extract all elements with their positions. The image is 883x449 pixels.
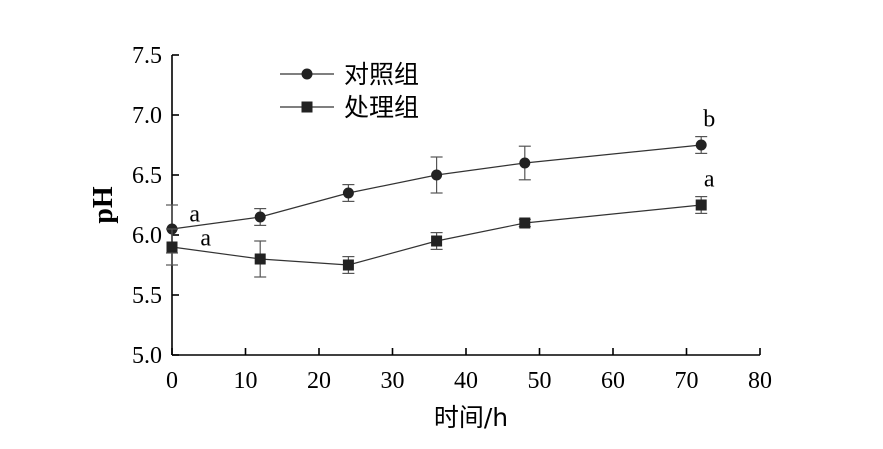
legend-marker — [301, 68, 313, 80]
y-tick-label: 5.0 — [132, 343, 162, 369]
legend-marker — [301, 101, 313, 113]
legend-label: 对照组 — [344, 60, 419, 89]
significance-label: a — [704, 167, 715, 193]
data-point — [342, 187, 354, 199]
series-layer — [166, 136, 708, 278]
x-ticks: 0 10 20 30 40 50 60 70 80 — [166, 348, 772, 394]
x-tick-label: 20 — [307, 368, 331, 394]
x-axis-title: 时间/h — [434, 403, 508, 432]
significance-label: b — [703, 107, 715, 133]
data-point — [431, 235, 443, 247]
data-point — [519, 157, 531, 169]
y-axis-title: pH — [88, 186, 119, 224]
data-point — [342, 259, 354, 271]
data-point — [695, 139, 707, 151]
x-tick-label: 80 — [748, 368, 772, 394]
significance-label: a — [200, 225, 211, 251]
x-tick-label: 50 — [528, 368, 552, 394]
y-tick-label: 6.0 — [132, 223, 162, 249]
data-point — [254, 211, 266, 223]
series-line — [171, 204, 702, 266]
axes — [171, 55, 760, 356]
legend-label: 处理组 — [344, 93, 419, 122]
series-2 — [166, 196, 708, 278]
data-point — [254, 253, 266, 265]
y-ticks: 5.0 5.5 6.0 6.5 7.0 7.5 — [132, 43, 179, 369]
y-tick-label: 7.5 — [132, 43, 162, 69]
x-tick-label: 70 — [675, 368, 699, 394]
data-point — [519, 217, 531, 229]
x-tick-label: 30 — [381, 368, 405, 394]
series-line — [171, 144, 702, 230]
x-tick-label: 0 — [166, 368, 178, 394]
x-tick-label: 40 — [454, 368, 478, 394]
x-tick-label: 10 — [234, 368, 258, 394]
data-point — [695, 199, 707, 211]
y-tick-label: 6.5 — [132, 163, 162, 189]
significance-label: a — [189, 201, 200, 227]
x-tick-label: 60 — [601, 368, 625, 394]
data-point — [431, 169, 443, 181]
y-tick-label: 7.0 — [132, 103, 162, 129]
data-point — [166, 241, 178, 253]
y-tick-label: 5.5 — [132, 283, 162, 309]
